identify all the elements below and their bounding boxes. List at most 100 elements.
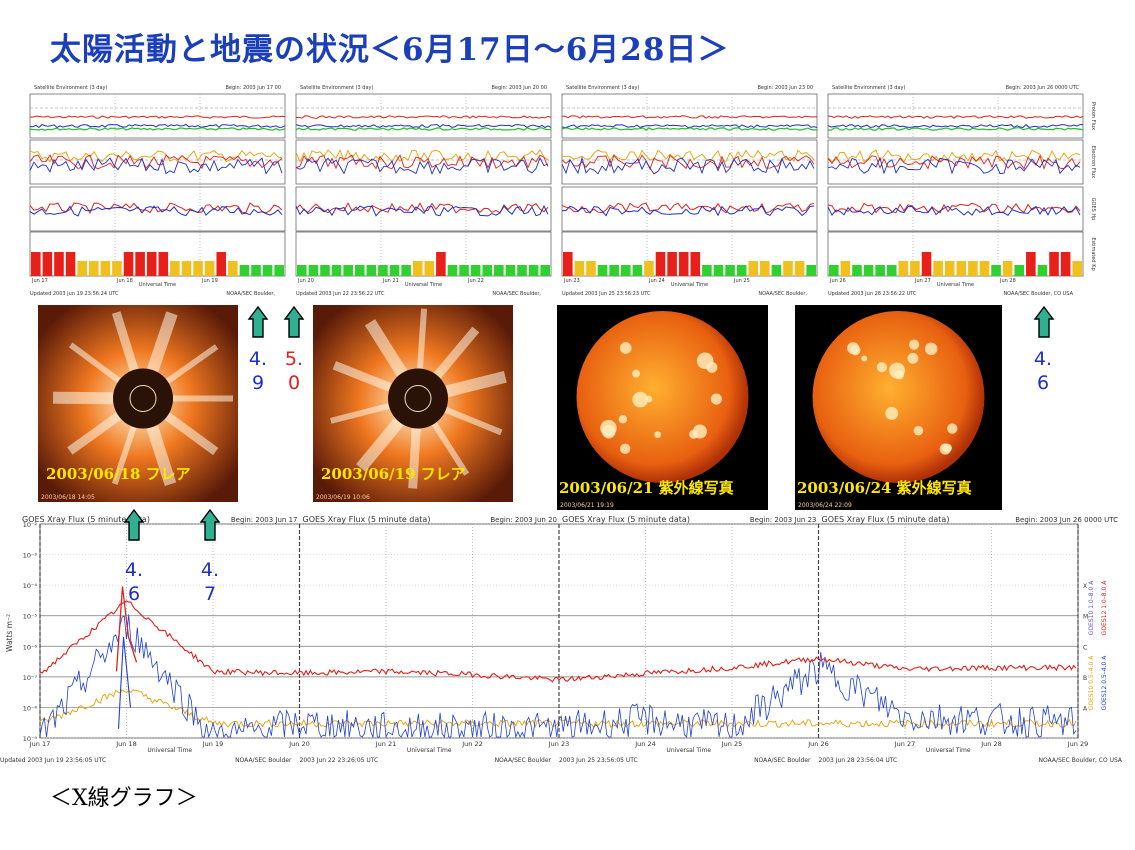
kp-bar bbox=[528, 265, 539, 276]
kp-bar bbox=[447, 265, 458, 276]
earthquake-magnitude-minor: 9 bbox=[252, 372, 264, 394]
earthquake-magnitude-minor: 6 bbox=[1037, 372, 1049, 394]
universal-time-label: Universal Time bbox=[405, 282, 442, 288]
side-axis-label: Electron Flux bbox=[1090, 146, 1096, 179]
kp-bar bbox=[517, 265, 527, 276]
kp-bar bbox=[204, 261, 215, 276]
coronal-streamer bbox=[68, 342, 121, 384]
kp-bar bbox=[1049, 252, 1059, 276]
green-up-arrow-icon bbox=[123, 508, 145, 541]
date-tick-label: Jun 24 bbox=[648, 278, 665, 284]
kp-bar bbox=[574, 261, 585, 276]
subplot-frame bbox=[561, 93, 818, 139]
kp-bar bbox=[968, 261, 978, 276]
xray-panel-header: GOES Xray Flux (5 minute data) bbox=[303, 515, 431, 524]
kp-bar bbox=[123, 252, 134, 276]
flare-class-label: M bbox=[1083, 614, 1088, 621]
solar-image: 2003/06/18 フレア 2003/06/18 14:05 bbox=[38, 305, 238, 502]
coronal-streamer bbox=[408, 428, 421, 489]
kp-bar bbox=[228, 261, 238, 276]
kp-bar bbox=[620, 265, 631, 276]
kp-bar bbox=[678, 252, 689, 276]
xray-flare-spike bbox=[117, 637, 132, 729]
green-up-arrow-icon bbox=[199, 508, 221, 541]
kp-bar bbox=[1014, 265, 1025, 276]
kp-bar bbox=[239, 265, 250, 276]
date-tick-label: Jun 26 bbox=[829, 278, 846, 284]
electron-flux-line bbox=[29, 157, 283, 175]
xray-series-line bbox=[39, 614, 1077, 739]
xray-x-tick-label: Jun 20 bbox=[288, 740, 310, 748]
electron-flux-line bbox=[561, 149, 815, 163]
satellite-panel-source: NOAA/SEC Boulder, bbox=[758, 291, 807, 297]
proton-flux-line bbox=[295, 123, 552, 129]
active-region bbox=[894, 370, 904, 380]
satellite-panel: Satellite Environment (3 day) Begin: 2003… bbox=[295, 85, 552, 297]
kp-bar bbox=[389, 265, 400, 276]
kp-bar bbox=[655, 252, 666, 276]
active-region bbox=[850, 345, 861, 356]
kp-bar bbox=[135, 252, 145, 276]
xray-x-tick-label: Jun 21 bbox=[375, 740, 397, 748]
kp-bar bbox=[181, 261, 192, 276]
earthquake-magnitude-minor: 0 bbox=[288, 372, 300, 394]
xray-panel-updated: 2003 Jun 25 23:56:05 UTC bbox=[559, 757, 638, 764]
kp-bar bbox=[54, 252, 64, 276]
kp-bar bbox=[366, 265, 377, 276]
flare-class-label: X bbox=[1083, 583, 1087, 590]
xray-y-tick-label: 10⁻⁵ bbox=[23, 613, 38, 621]
earthquake-magnitude-major: 5. bbox=[285, 348, 303, 370]
kp-bar bbox=[459, 265, 469, 276]
coronal-streamer bbox=[417, 308, 428, 369]
image-timestamp: 2003/06/19 10:06 bbox=[316, 494, 370, 501]
satellite-panel-header: Satellite Environment (3 day) bbox=[300, 85, 374, 91]
solar-image: 2003/06/21 紫外線写真 2003/06/21 19:19 bbox=[557, 305, 768, 510]
coronal-streamer bbox=[431, 422, 470, 476]
kp-bar bbox=[921, 252, 932, 276]
xray-x-tick-label: Jun 18 bbox=[115, 740, 137, 748]
xray-y-tick-label: 10⁻⁶ bbox=[23, 643, 38, 651]
kp-bar bbox=[597, 265, 608, 276]
occulter-disk bbox=[388, 368, 448, 429]
earthquake-magnitude-minor: 7 bbox=[204, 583, 216, 605]
xray-y-tick-label: 10⁻² bbox=[23, 521, 38, 529]
goes-hp-line bbox=[827, 202, 1081, 214]
kp-bar bbox=[725, 265, 735, 276]
kp-bar bbox=[505, 265, 516, 276]
universal-time-label: Universal Time bbox=[937, 282, 974, 288]
kp-bar bbox=[1026, 252, 1036, 276]
proton-flux-line bbox=[29, 115, 286, 119]
kp-bar bbox=[794, 261, 805, 276]
green-up-arrow-icon bbox=[247, 305, 269, 338]
satellite-panel-updated: Updated 2003 Jun 28 23:56:22 UTC bbox=[828, 291, 917, 297]
coronal-streamer bbox=[332, 361, 392, 392]
image-timestamp: 2003/06/18 14:05 bbox=[41, 494, 95, 501]
goes-hp-line bbox=[29, 205, 283, 217]
occulter-disk bbox=[113, 368, 173, 429]
slide-title: 太陽活動と地震の状況＜6月17日～6月28日＞ bbox=[50, 32, 730, 68]
xray-panel-begin: Begin: 2003 Jun 17 bbox=[231, 516, 298, 524]
satellite-panel-updated: Updated 2003 Jun 25 23:56:23 UTC bbox=[562, 291, 651, 297]
subplot-frame bbox=[561, 139, 818, 185]
subplot-frame bbox=[827, 93, 1084, 139]
xray-y-tick-label: 10⁻³ bbox=[23, 552, 38, 560]
coronal-streamer bbox=[111, 426, 137, 485]
kp-bar bbox=[100, 261, 111, 276]
solar-image: 2003/06/19 フレア 2003/06/19 10:06 bbox=[313, 305, 513, 502]
electron-flux-line bbox=[561, 156, 815, 175]
kp-bar bbox=[297, 265, 307, 276]
active-region bbox=[947, 423, 958, 434]
kp-bar bbox=[343, 265, 353, 276]
xray-x-tick-label: Jun 25 bbox=[721, 740, 743, 748]
electron-flux-line bbox=[29, 154, 283, 170]
universal-time-label: Universal Time bbox=[139, 282, 176, 288]
active-region bbox=[885, 406, 899, 420]
earthquake-magnitude-major: 4. bbox=[249, 348, 267, 370]
xray-series-line bbox=[39, 600, 1077, 683]
satellite-panel-begin: Begin: 2003 Jun 20 00 bbox=[491, 85, 547, 91]
xray-panel-begin: Begin: 2003 Jun 23 bbox=[750, 516, 817, 524]
sun-disk bbox=[812, 311, 985, 483]
xray-y-tick-label: 10⁻⁴ bbox=[23, 582, 38, 590]
kp-bar bbox=[482, 265, 493, 276]
satellite-panel: Satellite Environment (3 day) Begin: 2003… bbox=[561, 85, 818, 297]
